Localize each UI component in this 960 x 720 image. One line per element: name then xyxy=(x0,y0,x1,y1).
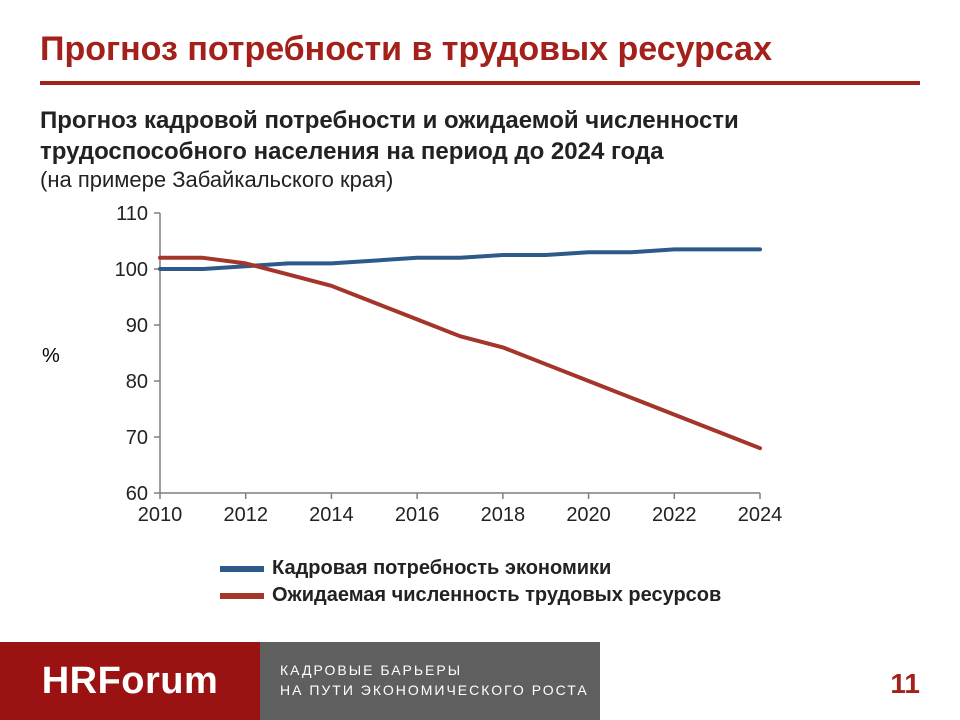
legend-label: Кадровая потребность экономики xyxy=(272,557,611,580)
subtitle-main: Прогноз кадровой потребности и ожидаемой… xyxy=(40,105,920,167)
page-number: 11 xyxy=(890,668,920,700)
footer-bar: HRForum КАДРОВЫЕ БАРЬЕРЫ НА ПУТИ ЭКОНОМИ… xyxy=(0,642,960,720)
footer-tagline: КАДРОВЫЕ БАРЬЕРЫ НА ПУТИ ЭКОНОМИЧЕСКОГО … xyxy=(260,642,600,720)
svg-text:2024: 2024 xyxy=(738,504,783,526)
svg-text:60: 60 xyxy=(126,483,148,505)
footer-logo: HRForum xyxy=(0,642,260,720)
title-underline xyxy=(40,81,920,85)
svg-text:2018: 2018 xyxy=(481,504,526,526)
svg-text:2016: 2016 xyxy=(395,504,440,526)
svg-text:100: 100 xyxy=(115,259,148,281)
line-chart: % 60708090100110201020122014201620182020… xyxy=(90,203,810,553)
legend-swatch xyxy=(220,566,264,572)
legend-label: Ожидаемая численность трудовых ресурсов xyxy=(272,584,721,607)
svg-text:2022: 2022 xyxy=(652,504,697,526)
subtitle-block: Прогноз кадровой потребности и ожидаемой… xyxy=(40,105,920,193)
subtitle-note: (на примере Забайкальского края) xyxy=(40,167,920,193)
svg-text:110: 110 xyxy=(116,203,148,225)
svg-text:90: 90 xyxy=(126,315,148,337)
svg-text:2014: 2014 xyxy=(309,504,354,526)
footer-tag-line2: НА ПУТИ ЭКОНОМИЧЕСКОГО РОСТА xyxy=(280,681,600,701)
legend-swatch xyxy=(220,593,264,599)
svg-text:80: 80 xyxy=(126,371,148,393)
slide-title: Прогноз потребности в трудовых ресурсах xyxy=(40,30,920,69)
footer-tag-line1: КАДРОВЫЕ БАРЬЕРЫ xyxy=(280,661,600,681)
legend-item: Кадровая потребность экономики xyxy=(220,557,920,580)
svg-text:70: 70 xyxy=(126,427,148,449)
chart-legend: Кадровая потребность экономики Ожидаемая … xyxy=(220,557,920,607)
svg-text:2010: 2010 xyxy=(138,504,183,526)
legend-item: Ожидаемая численность трудовых ресурсов xyxy=(220,584,920,607)
svg-text:2012: 2012 xyxy=(223,504,268,526)
svg-text:2020: 2020 xyxy=(566,504,611,526)
y-axis-title: % xyxy=(42,345,60,368)
